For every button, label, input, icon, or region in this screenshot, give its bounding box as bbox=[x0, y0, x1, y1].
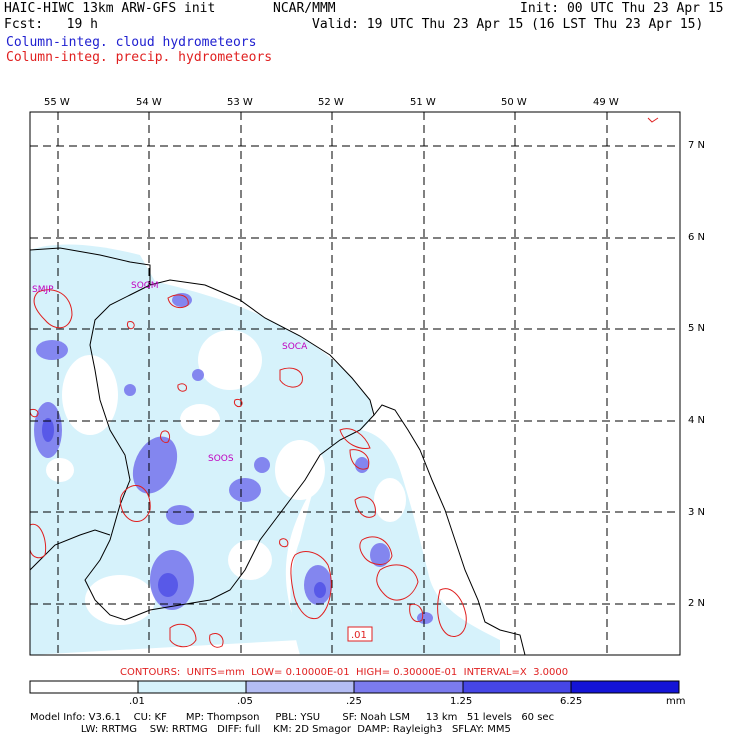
colorbar-label: .01 bbox=[129, 696, 145, 707]
model-title: HAIC-HIWC 13km ARW-GFS init bbox=[4, 1, 216, 16]
init-time: Init: 00 UTC Thu 23 Apr 15 bbox=[520, 1, 724, 16]
lat-label: 7 N bbox=[688, 140, 706, 151]
lon-label: 54 W bbox=[136, 97, 162, 108]
lon-label: 53 W bbox=[227, 97, 253, 108]
lon-label: 50 W bbox=[501, 97, 527, 108]
footer-model-info: Model Info: V3.6.1 CU: KF MP: Thompson P… bbox=[30, 712, 555, 723]
lon-label: 55 W bbox=[44, 97, 70, 108]
colorbar-label: .25 bbox=[346, 696, 362, 707]
lon-label: 49 W bbox=[593, 97, 619, 108]
org-label: NCAR/MMM bbox=[273, 1, 336, 16]
field-cloud-label: Column-integ. cloud hydrometeors bbox=[6, 35, 257, 50]
colorbar-seg-1 bbox=[137, 680, 247, 694]
station-label: SOCA bbox=[282, 342, 308, 352]
border-suriname-guyana bbox=[30, 529, 111, 571]
precip-contours bbox=[30, 117, 659, 648]
cloud-fill-strong bbox=[42, 418, 326, 598]
colorbar-seg-2 bbox=[245, 680, 355, 694]
colorbar-units: mm bbox=[666, 696, 686, 707]
station-label: SOGM bbox=[131, 281, 159, 291]
lat-label: 5 N bbox=[688, 323, 706, 334]
colorbar-seg-4 bbox=[462, 680, 572, 694]
map-frame bbox=[29, 111, 681, 656]
colorbar bbox=[29, 680, 680, 694]
lon-label: 51 W bbox=[410, 97, 436, 108]
colorbar-label: 1.25 bbox=[450, 696, 473, 707]
valid-time: Valid: 19 UTC Thu 23 Apr 15 (16 LST Thu … bbox=[312, 17, 704, 32]
lat-label: 4 N bbox=[688, 415, 706, 426]
cloud-fill-light bbox=[30, 244, 500, 655]
border-suriname-french-guiana bbox=[84, 284, 375, 621]
lat-label: 6 N bbox=[688, 232, 706, 243]
contour-label: .01 bbox=[351, 630, 367, 641]
lat-label: 3 N bbox=[688, 507, 706, 518]
lon-label: 52 W bbox=[318, 97, 344, 108]
forecast-hour: Fcst: 19 h bbox=[4, 17, 98, 32]
colorbar-seg-3 bbox=[353, 680, 464, 694]
footer-physics-info: LW: RRTMG SW: RRTMG DIFF: full KM: 2D Sm… bbox=[30, 724, 511, 735]
station-label: SOOS bbox=[208, 454, 234, 464]
graticule bbox=[30, 112, 680, 655]
lat-label: 2 N bbox=[688, 598, 706, 609]
colorbar-seg-5 bbox=[570, 680, 680, 694]
station-label: SMJP bbox=[32, 285, 54, 295]
colorbar-label: .05 bbox=[237, 696, 253, 707]
contour-label-box bbox=[347, 626, 373, 642]
colorbar-seg-0 bbox=[29, 680, 139, 694]
contours-info: CONTOURS: UNITS=mm LOW= 0.10000E-01 HIGH… bbox=[120, 667, 569, 678]
colorbar-label: 6.25 bbox=[560, 696, 583, 707]
coastline bbox=[30, 247, 526, 655]
field-precip-label: Column-integ. precip. hydrometeors bbox=[6, 50, 273, 65]
